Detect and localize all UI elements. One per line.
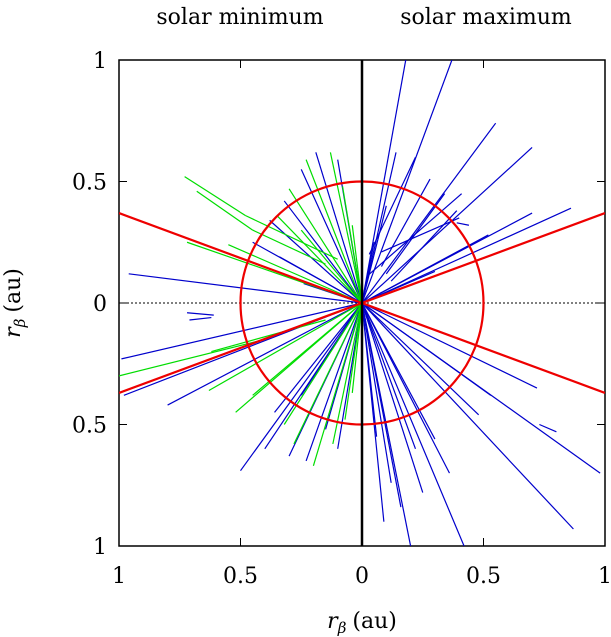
x-tick-label: 0.5 xyxy=(466,564,501,589)
blue-trajectory xyxy=(366,193,463,277)
panel-label-solar-minimum: solar minimum xyxy=(156,5,323,30)
x-axis-label-symbol: r xyxy=(327,609,339,634)
blue-trajectory xyxy=(390,210,458,282)
green-trajectory xyxy=(252,229,326,265)
blue-trajectory xyxy=(380,178,431,267)
blue-trajectory xyxy=(361,302,417,450)
blue-trajectory xyxy=(189,316,212,321)
y-axis-label-sub: β xyxy=(11,318,29,328)
blue-trajectory xyxy=(315,152,363,304)
blue-trajectory xyxy=(361,122,497,304)
y-tick-label: 0 xyxy=(93,292,107,317)
panel-label-solar-maximum: solar maximum xyxy=(400,5,572,30)
green-trajectory xyxy=(344,302,363,420)
x-axis-label-sub: β xyxy=(337,619,347,637)
blue-trajectory xyxy=(361,302,436,440)
blue-trajectory xyxy=(361,302,392,483)
blue-trajectory xyxy=(361,302,574,530)
x-tick-label: 1 xyxy=(112,564,126,589)
axis-ticks xyxy=(118,59,606,547)
green-trajectory xyxy=(211,319,326,353)
green-trajectory xyxy=(329,152,363,304)
series-layer xyxy=(119,60,601,546)
blue-trajectory xyxy=(361,302,412,546)
green-trajectory xyxy=(305,159,363,304)
blue-trajectory xyxy=(121,302,363,360)
green-trajectory xyxy=(276,215,363,304)
green-trajectory xyxy=(208,302,363,392)
blue-trajectory xyxy=(186,312,214,316)
y-tick-label: 0.5 xyxy=(72,171,107,196)
blue-trajectory xyxy=(279,256,363,304)
x-tick-label: 0 xyxy=(355,564,369,589)
blue-trajectory xyxy=(361,302,492,396)
y-tick-label: 1 xyxy=(93,49,107,74)
green-trajectory xyxy=(341,186,363,304)
blue-trajectory xyxy=(539,423,557,433)
y-tick-label: 0.5 xyxy=(72,414,107,439)
blue-trajectory xyxy=(456,222,470,226)
blue-trajectory xyxy=(305,302,363,462)
green-trajectory xyxy=(196,190,253,231)
blue-trajectory xyxy=(381,217,460,253)
blue-trajectory xyxy=(361,152,397,304)
green-trajectory xyxy=(245,214,338,260)
x-axis-label-unit: (au) xyxy=(352,609,396,634)
blue-trajectory xyxy=(361,302,465,546)
blue-trajectory xyxy=(361,242,375,304)
y-axis-label: rβ (au) xyxy=(1,268,29,338)
green-trajectory xyxy=(351,225,363,304)
green-trajectory xyxy=(235,302,363,413)
x-axis-label: rβ (au) xyxy=(327,609,397,637)
green-trajectory xyxy=(351,302,363,393)
green-trajectory xyxy=(293,302,363,445)
blue-trajectory xyxy=(240,302,363,472)
axis-tick-labels: 1 0.5 0 0.5 110.500.51 xyxy=(72,49,611,589)
blue-trajectory xyxy=(361,302,480,416)
green-trajectory xyxy=(119,338,265,377)
y-tick-label: 1 xyxy=(93,535,107,560)
x-tick-label: 0.5 xyxy=(223,564,258,589)
blue-trajectory xyxy=(361,302,538,389)
green-trajectory xyxy=(184,176,246,217)
y-axis-label-symbol: r xyxy=(1,326,26,338)
green-trajectory xyxy=(312,302,363,466)
blue-trajectory xyxy=(361,207,572,304)
blue-trajectory xyxy=(361,60,407,304)
blue-trajectory xyxy=(274,302,363,413)
blue-trajectory xyxy=(361,302,385,522)
green-trajectory xyxy=(300,229,363,304)
blue-trajectory xyxy=(269,219,363,304)
blue-trajectory xyxy=(368,156,417,255)
green-trajectory xyxy=(288,188,363,304)
blue-trajectory xyxy=(128,273,363,304)
blue-trajectory xyxy=(361,147,533,304)
green-trajectory xyxy=(283,302,363,425)
blue-trajectory xyxy=(167,302,363,406)
green-trajectory xyxy=(332,302,363,445)
y-axis-label-unit: (au) xyxy=(1,268,26,312)
x-tick-label: 1 xyxy=(598,564,611,589)
blue-trajectory xyxy=(361,60,453,304)
blue-trajectory xyxy=(361,234,489,304)
blue-trajectory xyxy=(361,302,424,493)
